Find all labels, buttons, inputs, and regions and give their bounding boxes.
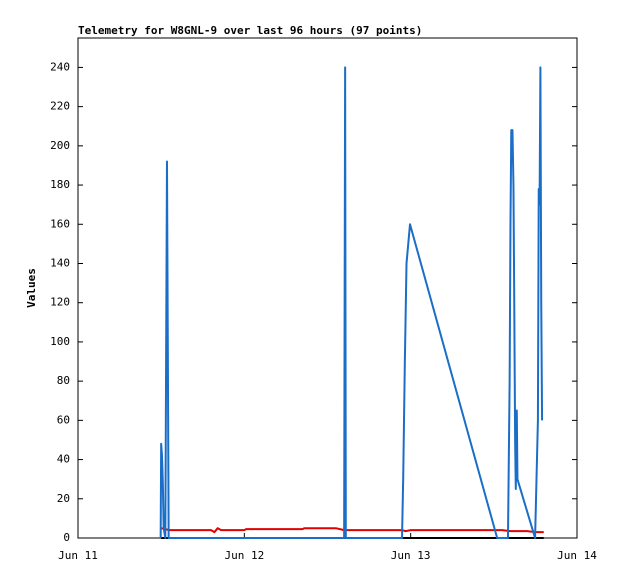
x-tick-label: Jun 11 — [58, 549, 98, 562]
y-tick-label: 160 — [50, 217, 70, 230]
x-tick-label: Jun 13 — [391, 549, 431, 562]
chart-title: Telemetry for W8GNL-9 over last 96 hours… — [78, 24, 422, 37]
y-tick-label: 200 — [50, 139, 70, 152]
y-tick-label: 140 — [50, 256, 70, 269]
x-tick-label: Jun 14 — [557, 549, 597, 562]
y-tick-label: 80 — [57, 374, 70, 387]
line-series — [159, 66, 544, 539]
y-tick-label: 240 — [50, 60, 70, 73]
y-tick-label: 120 — [50, 296, 70, 309]
y-tick-label: 100 — [50, 335, 70, 348]
y-tick-label: 20 — [57, 492, 70, 505]
x-tick-label: Jun 12 — [224, 549, 264, 562]
y-tick-label: 220 — [50, 100, 70, 113]
y-tick-label: 0 — [63, 531, 70, 544]
y-tick-label: 180 — [50, 178, 70, 191]
y-tick-label: 60 — [57, 413, 70, 426]
line-series — [160, 527, 544, 534]
y-tick-label: 40 — [57, 453, 70, 466]
y-axis-label: Values — [25, 268, 38, 308]
